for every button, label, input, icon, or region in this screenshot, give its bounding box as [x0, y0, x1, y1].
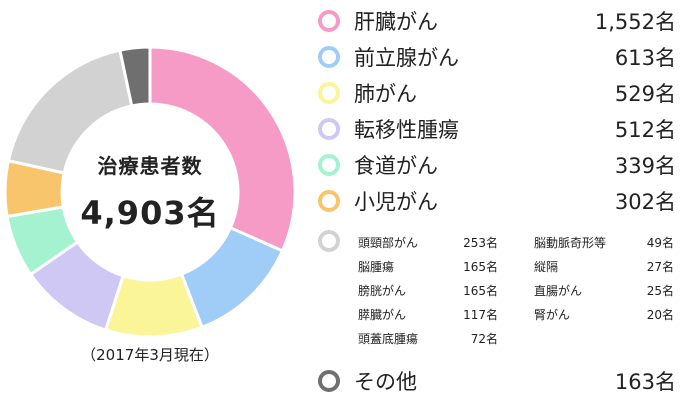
sub-item-label: 直腸がん — [534, 283, 583, 298]
sub-item-label: 脳腫瘍 — [358, 259, 395, 274]
sub-item-count: 20名 — [646, 307, 674, 322]
legend-marker-pediatric — [318, 190, 340, 212]
as-of-date: （2017年3月現在） — [81, 346, 219, 364]
sub-item-count: 165名 — [463, 259, 498, 274]
legend-item-misc: その他 163名 — [316, 364, 676, 398]
other-group-breakdown: 頭頸部がん 253名 脳動脈奇形等 49名 脳腫瘍 165名 縦隔 27名 膀胱… — [316, 228, 676, 360]
legend-item-metastatic: 転移性腫瘍 512名 — [316, 112, 676, 146]
legend-item-prostate: 前立腺がん 613名 — [316, 40, 676, 74]
legend-count: 512名 — [614, 118, 676, 142]
legend-label: 食道がん — [354, 154, 438, 178]
legend-label: 肝臓がん — [354, 10, 438, 34]
sub-item-count: 27名 — [646, 259, 674, 274]
sub-item: 頭頸部がん 253名 — [358, 232, 498, 252]
sub-item: 縦隔 27名 — [534, 256, 674, 276]
center-title: 治療患者数 — [97, 154, 203, 178]
sub-item-count: 49名 — [646, 235, 674, 250]
sub-item: 膀胱がん 165名 — [358, 280, 498, 300]
sub-item: 頭蓋底腫瘍 72名 — [358, 328, 498, 348]
sub-item-label: 膀胱がん — [358, 283, 407, 298]
legend-marker-misc — [318, 370, 340, 392]
sub-item-label: 膵臓がん — [358, 307, 407, 322]
sub-item-label: 頭蓋底腫瘍 — [358, 331, 419, 346]
legend-label: 転移性腫瘍 — [354, 118, 459, 142]
legend-label: 小児がん — [354, 190, 438, 214]
legend-count: 339名 — [614, 154, 676, 178]
legend-marker-prostate — [318, 46, 340, 68]
sub-item-count: 25名 — [646, 283, 674, 298]
sub-item-label: 頭頸部がん — [358, 235, 419, 250]
legend: 肝臓がん 1,552名 前立腺がん 613名 肺がん 529名 転移性腫瘍 51… — [316, 0, 686, 406]
sub-item-count: 117名 — [463, 307, 498, 322]
legend-count: 613名 — [614, 46, 676, 70]
legend-count: 529名 — [614, 82, 676, 106]
sub-item-count: 165名 — [463, 283, 498, 298]
legend-marker-liver — [318, 10, 340, 32]
legend-item-liver: 肝臓がん 1,552名 — [316, 4, 676, 38]
legend-count: 302名 — [614, 190, 676, 214]
sub-item: 直腸がん 25名 — [534, 280, 674, 300]
legend-count: 1,552名 — [594, 10, 676, 34]
donut-chart-area: 治療患者数 4,903名 （2017年3月現在） — [0, 0, 300, 406]
sub-item: 脳腫瘍 165名 — [358, 256, 498, 276]
legend-marker-other-group — [318, 230, 340, 252]
sub-item: 腎がん 20名 — [534, 304, 674, 324]
donut-slice-0 — [148, 45, 297, 253]
legend-marker-metastatic — [318, 118, 340, 140]
legend-label: その他 — [354, 370, 417, 394]
center-total: 4,903名 — [80, 194, 220, 232]
legend-count: 163名 — [614, 370, 676, 394]
sub-item: 膵臓がん 117名 — [358, 304, 498, 324]
donut-slice-7 — [118, 45, 152, 108]
legend-item-lung: 肺がん 529名 — [316, 76, 676, 110]
sub-item: 脳動脈奇形等 49名 — [534, 232, 674, 252]
donut-chart — [3, 45, 297, 339]
sub-item-count: 253名 — [463, 235, 498, 250]
legend-item-pediatric: 小児がん 302名 — [316, 184, 676, 218]
legend-marker-lung — [318, 82, 340, 104]
sub-item-count: 72名 — [470, 331, 498, 346]
sub-item-label: 腎がん — [534, 307, 571, 322]
legend-label: 肺がん — [354, 82, 417, 106]
legend-label: 前立腺がん — [354, 46, 459, 70]
legend-item-other-group — [316, 226, 676, 256]
sub-item-label: 脳動脈奇形等 — [534, 235, 607, 250]
sub-item-label: 縦隔 — [534, 259, 559, 274]
legend-item-esophageal: 食道がん 339名 — [316, 148, 676, 182]
legend-marker-esophageal — [318, 154, 340, 176]
